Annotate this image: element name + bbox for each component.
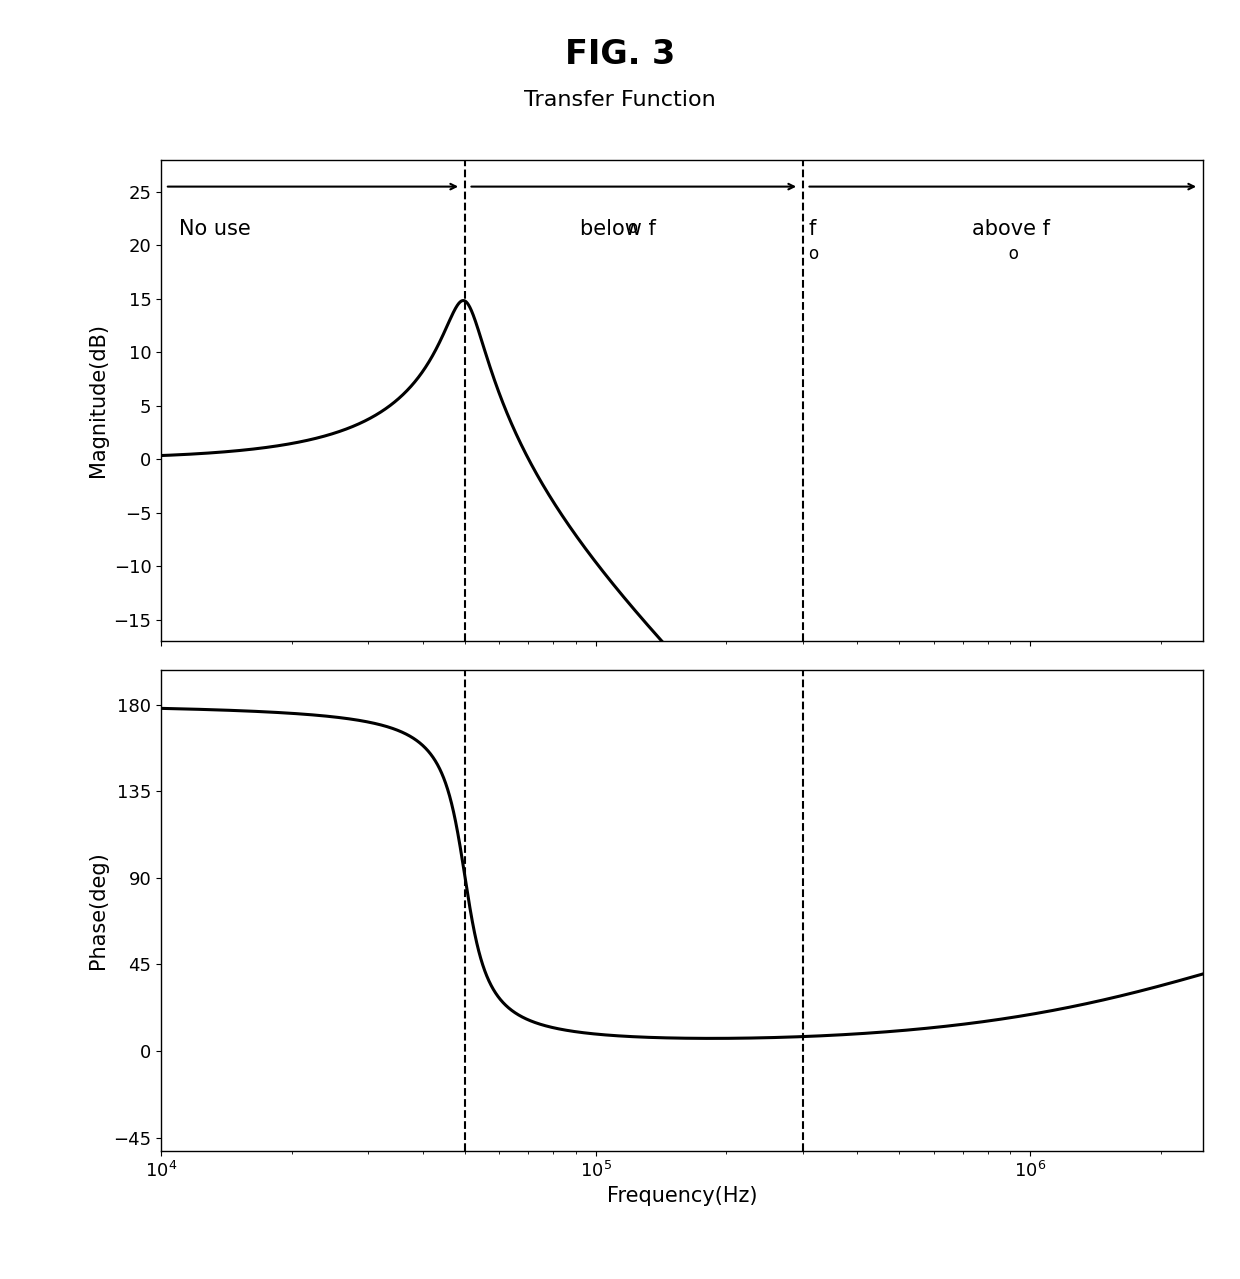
Text: o: o: [972, 246, 1019, 263]
Y-axis label: Phase(deg): Phase(deg): [88, 852, 108, 969]
Text: below f: below f: [579, 219, 656, 239]
Text: No use: No use: [179, 219, 250, 239]
Y-axis label: Magnitude(dB): Magnitude(dB): [88, 324, 108, 477]
X-axis label: Frequency(Hz): Frequency(Hz): [606, 1187, 758, 1206]
Text: f: f: [808, 219, 816, 239]
Text: FIG. 3: FIG. 3: [565, 38, 675, 72]
Text: o: o: [808, 246, 818, 263]
Text: above f: above f: [972, 219, 1050, 239]
Text: Transfer Function: Transfer Function: [525, 90, 715, 110]
Text: $\mathregular{o}$: $\mathregular{o}$: [579, 219, 639, 237]
